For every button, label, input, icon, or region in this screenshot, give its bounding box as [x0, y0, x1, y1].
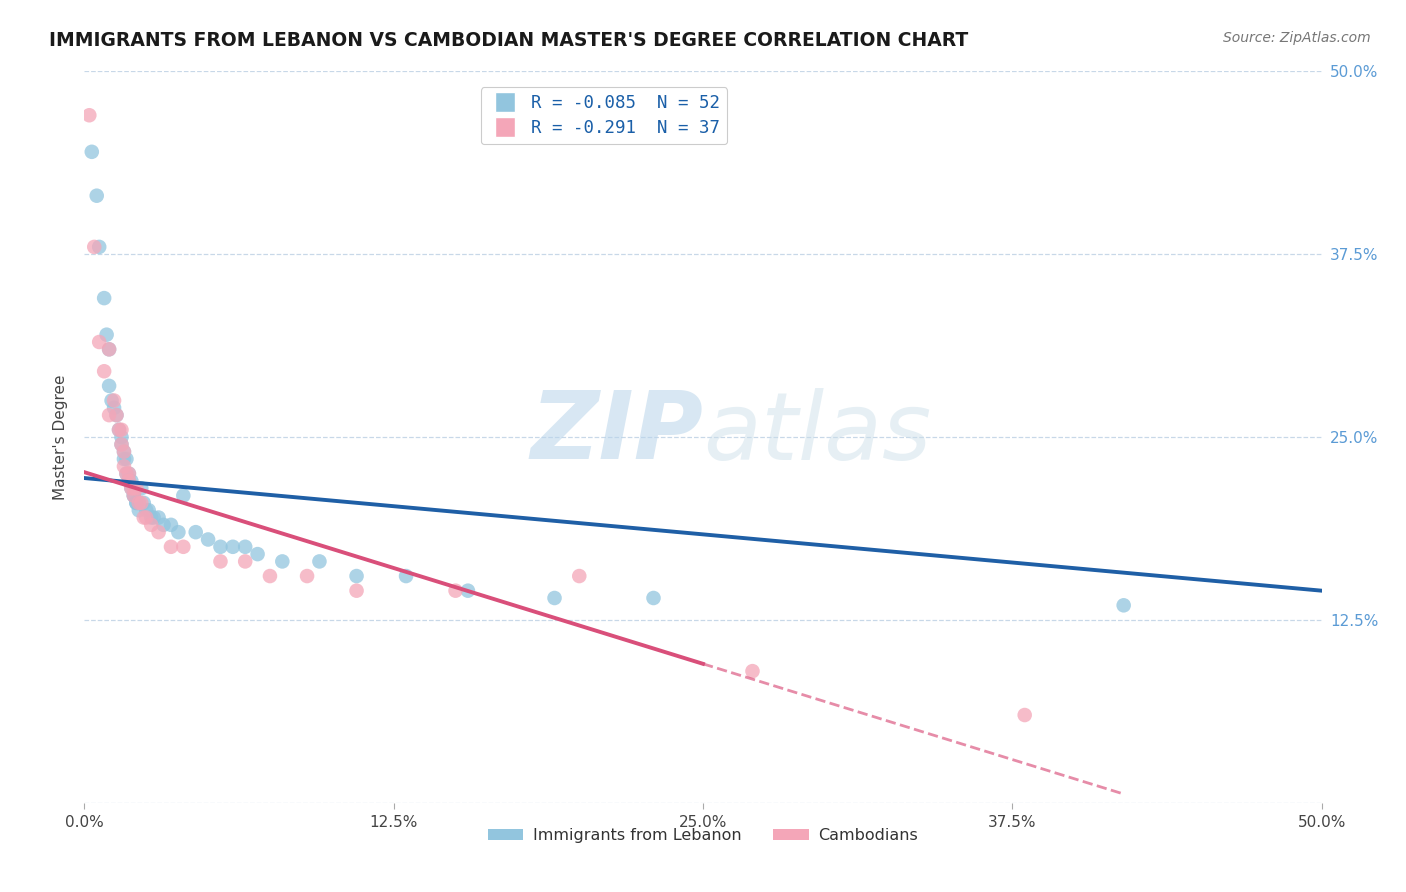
Point — [125, 496, 148, 510]
Point — [129, 481, 152, 495]
Point — [122, 489, 145, 503]
Point — [1014, 708, 1036, 723]
Point — [741, 664, 763, 678]
Legend: Immigrants from Lebanon, Cambodians: Immigrants from Lebanon, Cambodians — [482, 822, 924, 850]
Point — [89, 334, 111, 349]
Text: IMMIGRANTS FROM LEBANON VS CAMBODIAN MASTER'S DEGREE CORRELATION CHART: IMMIGRANTS FROM LEBANON VS CAMBODIAN MAS… — [49, 31, 969, 50]
Point — [103, 393, 125, 408]
Point — [80, 145, 103, 159]
Point — [1112, 599, 1135, 613]
Point — [152, 517, 174, 532]
Point — [184, 525, 207, 540]
Point — [118, 474, 141, 488]
Point — [233, 554, 256, 568]
Point — [172, 489, 194, 503]
Point — [160, 517, 183, 532]
Point — [259, 569, 281, 583]
Point — [120, 481, 142, 495]
Point — [100, 393, 122, 408]
Point — [105, 408, 128, 422]
Point — [128, 503, 150, 517]
Point — [167, 525, 190, 540]
Text: ZIP: ZIP — [530, 387, 703, 479]
Point — [112, 452, 135, 467]
Point — [222, 540, 245, 554]
Point — [112, 444, 135, 458]
Point — [141, 517, 163, 532]
Point — [209, 554, 232, 568]
Point — [138, 503, 160, 517]
Point — [643, 591, 665, 605]
Point — [568, 569, 591, 583]
Point — [110, 437, 132, 451]
Point — [120, 474, 142, 488]
Point — [346, 569, 368, 583]
Point — [110, 423, 132, 437]
Point — [172, 540, 194, 554]
Point — [395, 569, 418, 583]
Point — [118, 467, 141, 481]
Point — [128, 496, 150, 510]
Point — [98, 343, 121, 357]
Point — [118, 474, 141, 488]
Point — [89, 240, 111, 254]
Point — [105, 408, 128, 422]
Point — [197, 533, 219, 547]
Y-axis label: Master's Degree: Master's Degree — [53, 375, 69, 500]
Point — [271, 554, 294, 568]
Point — [122, 489, 145, 503]
Point — [125, 496, 148, 510]
Point — [132, 496, 155, 510]
Point — [160, 540, 183, 554]
Point — [115, 452, 138, 467]
Point — [98, 379, 121, 393]
Point — [128, 496, 150, 510]
Point — [96, 327, 118, 342]
Point — [135, 510, 157, 524]
Point — [209, 540, 232, 554]
Point — [444, 583, 467, 598]
Point — [118, 467, 141, 481]
Point — [457, 583, 479, 598]
Point — [122, 481, 145, 495]
Point — [308, 554, 330, 568]
Point — [148, 510, 170, 524]
Point — [346, 583, 368, 598]
Point — [135, 503, 157, 517]
Text: Source: ZipAtlas.com: Source: ZipAtlas.com — [1223, 31, 1371, 45]
Point — [110, 437, 132, 451]
Point — [122, 489, 145, 503]
Point — [129, 496, 152, 510]
Point — [295, 569, 318, 583]
Point — [543, 591, 565, 605]
Point — [120, 481, 142, 495]
Point — [112, 444, 135, 458]
Point — [108, 423, 131, 437]
Point — [79, 108, 101, 122]
Point — [83, 240, 105, 254]
Point — [93, 291, 115, 305]
Point — [86, 188, 108, 202]
Text: atlas: atlas — [703, 388, 931, 479]
Point — [115, 467, 138, 481]
Point — [103, 401, 125, 415]
Point — [233, 540, 256, 554]
Point — [98, 408, 121, 422]
Point — [142, 510, 165, 524]
Point — [141, 510, 163, 524]
Point — [115, 467, 138, 481]
Point — [93, 364, 115, 378]
Point — [98, 343, 121, 357]
Point — [110, 430, 132, 444]
Point — [125, 481, 148, 495]
Point — [246, 547, 269, 561]
Point — [132, 510, 155, 524]
Point — [108, 423, 131, 437]
Point — [112, 459, 135, 474]
Point — [148, 525, 170, 540]
